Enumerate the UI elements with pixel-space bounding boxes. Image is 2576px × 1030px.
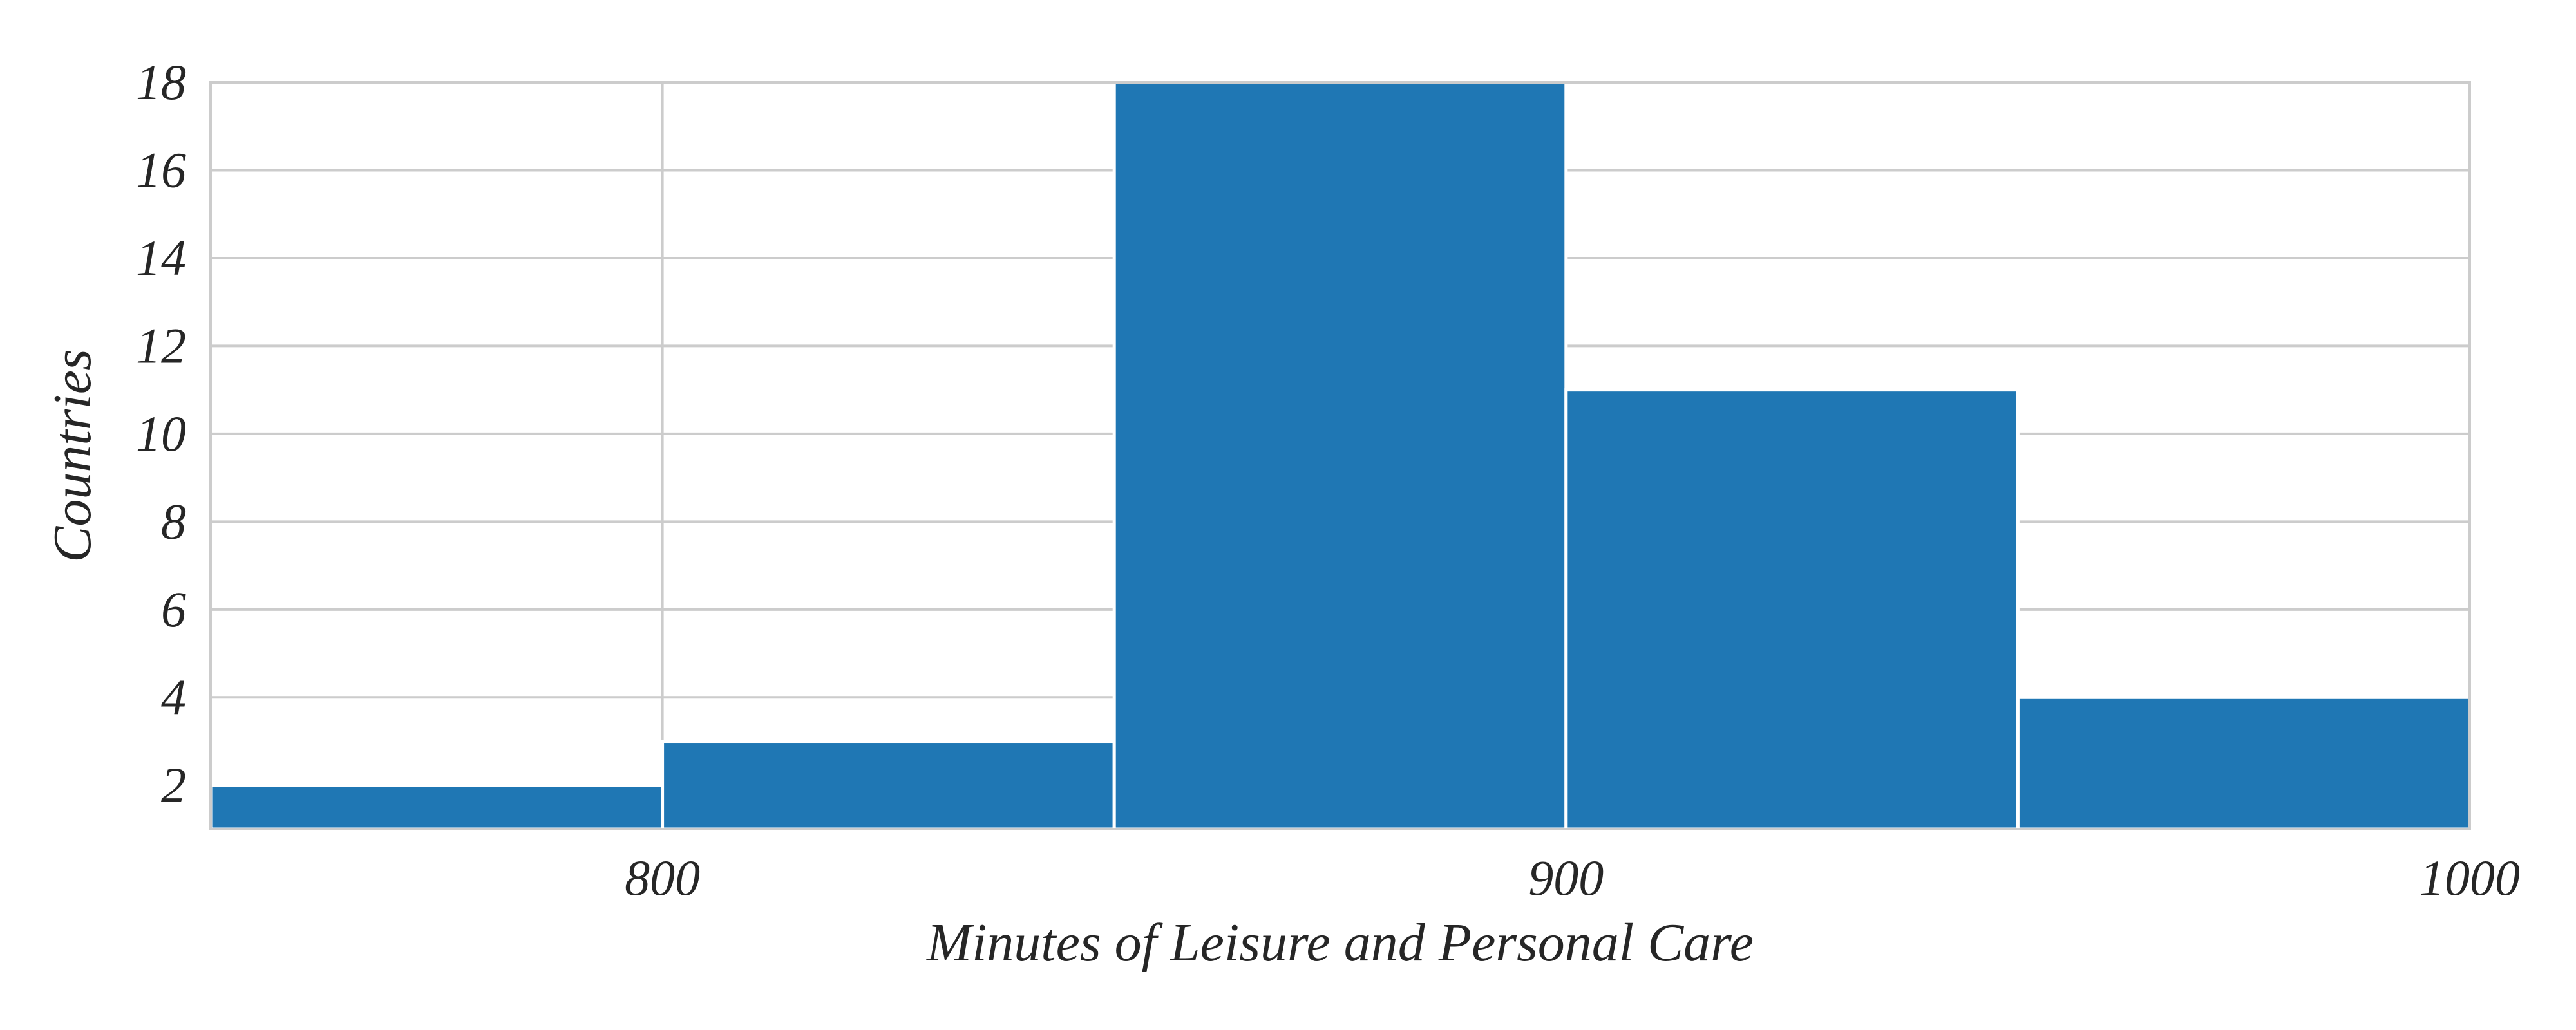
plot-frame (209, 81, 2471, 830)
x-tick-label: 900 (1528, 850, 1604, 906)
histogram-bar (2016, 695, 2472, 831)
y-tick-label: 6 (161, 581, 186, 637)
x-tick-label: 800 (625, 850, 700, 906)
y-tick-label: 8 (161, 493, 186, 549)
y-tick-label: 16 (136, 142, 186, 198)
histogram-bar (1112, 80, 1568, 831)
y-axis-title: Countries (43, 349, 102, 562)
bars-layer (209, 80, 2472, 831)
y-tick-label: 10 (136, 406, 186, 462)
x-tick-labels: 800 900 1000 (625, 850, 2520, 906)
y-tick-labels: 2 4 6 8 10 12 14 16 18 (136, 54, 186, 813)
histogram-bar (1564, 388, 2020, 831)
x-axis-title: Minutes of Leisure and Personal Care (926, 913, 1754, 973)
y-tick-label: 2 (161, 757, 186, 813)
y-tick-label: 14 (136, 230, 186, 286)
histogram-bar (661, 740, 1116, 831)
histogram-bar (209, 783, 665, 831)
x-tick-label: 1000 (2420, 850, 2520, 906)
y-tick-label: 18 (136, 54, 186, 110)
y-tick-label: 4 (161, 669, 186, 725)
y-tick-label: 12 (136, 317, 186, 373)
